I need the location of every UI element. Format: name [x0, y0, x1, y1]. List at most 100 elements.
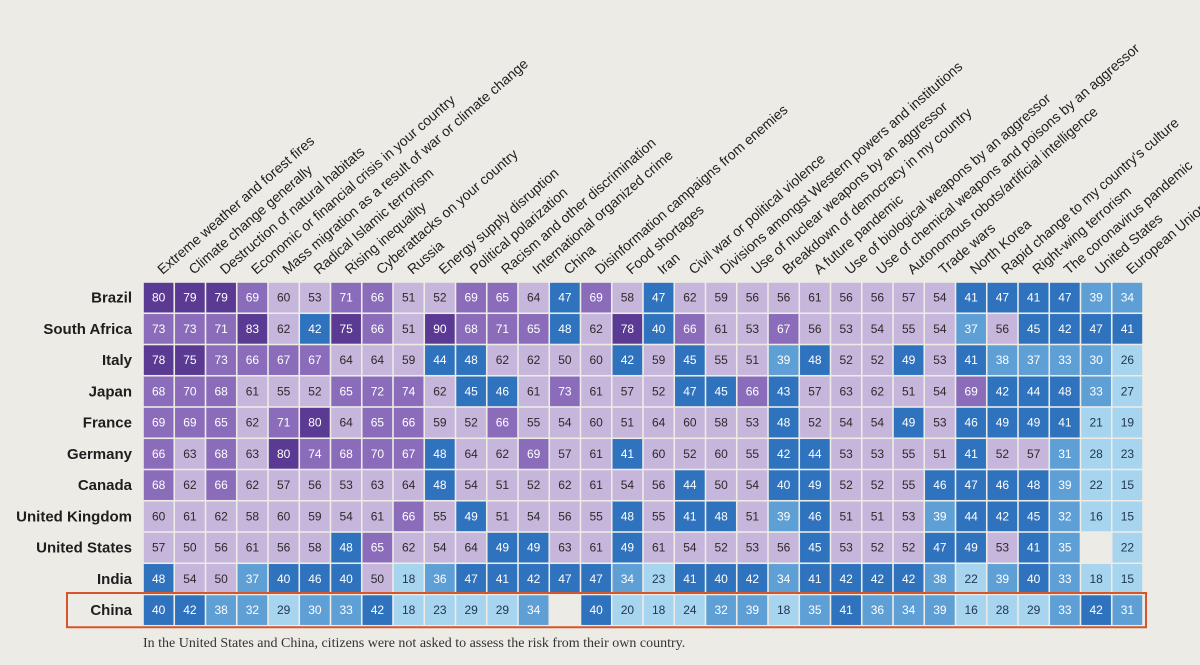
cell-value-label: 62: [246, 416, 260, 430]
heatmap-cell: [487, 564, 518, 594]
heatmap-cell: [800, 501, 830, 532]
heatmap-cell: [268, 282, 299, 313]
cell-value-label: 31: [1121, 603, 1135, 617]
cell-value-label: 34: [621, 572, 635, 586]
cell-value-label: 64: [652, 416, 666, 430]
heatmap-cell: [675, 439, 705, 469]
heatmap-cells: 80 79 79 69 60 53 71 66 51 52 69 65 64 47 69 58 47 62 59 56…: [143, 282, 1143, 625]
cell-value-label: 34: [777, 572, 791, 586]
cell-value-label: 48: [433, 447, 447, 461]
cell-value-label: 51: [871, 509, 885, 523]
heatmap-cell: [425, 376, 455, 407]
heatmap-cell: [175, 282, 205, 313]
cell-value-label: 41: [964, 447, 978, 461]
heatmap-cell: [643, 314, 674, 344]
row-label: Canada: [78, 477, 133, 494]
heatmap-cell: [831, 595, 861, 625]
heatmap-cell: [331, 501, 361, 532]
cell-value-label: 55: [746, 447, 760, 461]
cell-value-label: 50: [371, 572, 385, 586]
cell-value-label: 66: [402, 416, 416, 430]
heatmap-cell: [518, 532, 549, 563]
heatmap-cell: [175, 595, 205, 625]
heatmap-cell: [456, 282, 486, 313]
cell-value-label: 47: [964, 478, 978, 492]
row-label: China: [90, 602, 132, 619]
heatmap-cell: [737, 407, 768, 438]
cell-value-label: 49: [496, 541, 510, 555]
cell-value-label: 41: [808, 572, 822, 586]
heatmap-cell: [518, 407, 549, 438]
cell-value-label: 66: [496, 416, 510, 430]
heatmap-cell: [831, 407, 861, 438]
row-label: Germany: [67, 446, 133, 463]
cell-value-label: 53: [746, 541, 760, 555]
heatmap-cell: [987, 376, 1018, 407]
heatmap-cell: [331, 345, 361, 375]
cell-value-label: 70: [183, 384, 197, 398]
cell-value-label: 42: [183, 603, 197, 617]
cell-value-label: 52: [871, 541, 885, 555]
cell-value-label: 62: [871, 384, 885, 398]
heatmap-cell: [675, 314, 705, 344]
column-labels: Extreme weather and forest firesClimate …: [154, 40, 1200, 277]
heatmap-cell: [706, 532, 736, 563]
heatmap-cell: [1112, 376, 1143, 407]
heatmap-cell: [862, 345, 893, 375]
cell-value-label: 49: [464, 509, 478, 523]
heatmap-cell: [612, 564, 643, 594]
heatmap-cell: [893, 314, 924, 344]
cell-value-label: 28: [996, 603, 1010, 617]
cell-value-label: 30: [1089, 353, 1103, 367]
cell-value-label: 53: [933, 353, 947, 367]
heatmap-cell: [768, 282, 799, 313]
heatmap-cell: [706, 376, 736, 407]
cell-value-label: 61: [183, 509, 197, 523]
cell-value-label: 53: [996, 541, 1010, 555]
cell-value-label: 64: [371, 353, 385, 367]
cell-value-label: 75: [339, 322, 353, 336]
cell-value-label: 49: [621, 541, 635, 555]
cell-value-label: 42: [1058, 322, 1072, 336]
heatmap-cell: [331, 532, 361, 563]
cell-value-label: 39: [933, 603, 947, 617]
cell-value-label: 47: [558, 572, 572, 586]
heatmap-cell: [800, 564, 830, 594]
heatmap-cell: [581, 439, 611, 469]
heatmap-cell: [737, 595, 768, 625]
cell-value-label: 64: [339, 416, 353, 430]
heatmap-cell: [862, 282, 893, 313]
heatmap-cell: [331, 407, 361, 438]
cell-value-label: 68: [464, 322, 478, 336]
cell-value-label: 60: [683, 416, 697, 430]
cell-value-label: 60: [652, 447, 666, 461]
heatmap-cell: [550, 314, 580, 344]
cell-value-label: 61: [589, 541, 603, 555]
heatmap-cell: [550, 439, 580, 469]
heatmap-cell: [768, 470, 799, 500]
heatmap-cell: [362, 376, 393, 407]
cell-value-label: 55: [277, 384, 291, 398]
heatmap-cell: [206, 501, 236, 532]
heatmap-cell: [831, 564, 861, 594]
heatmap-cell: [206, 470, 236, 500]
cell-value-label: 27: [1121, 384, 1135, 398]
cell-value-label: 39: [996, 572, 1010, 586]
heatmap-cell: [1112, 532, 1143, 563]
heatmap-cell: [1018, 595, 1049, 625]
heatmap-cell: [331, 470, 361, 500]
cell-value-label: 42: [871, 572, 885, 586]
cell-value-label: 61: [589, 384, 603, 398]
heatmap-cell: [768, 564, 799, 594]
cell-value-label: 50: [558, 353, 572, 367]
heatmap-cell: [393, 282, 424, 313]
cell-value-label: 41: [839, 603, 853, 617]
heatmap-cell: [643, 439, 674, 469]
cell-value-label: 49: [902, 353, 916, 367]
heatmap-cell: [1081, 376, 1111, 407]
heatmap-cell: [300, 282, 330, 313]
heatmap-cell: [550, 345, 580, 375]
heatmap-cell: [956, 532, 986, 563]
heatmap-cell: [612, 595, 643, 625]
